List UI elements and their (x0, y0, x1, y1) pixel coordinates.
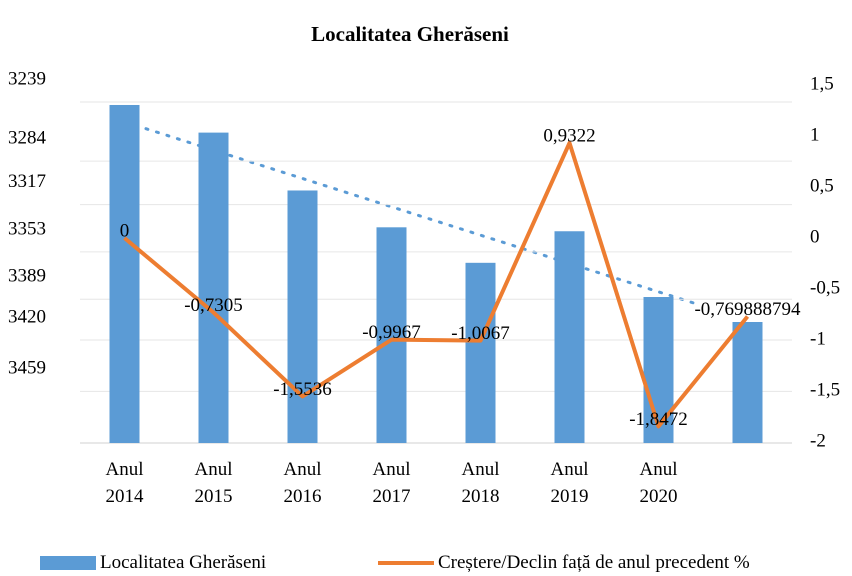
legend-item: Localitatea Gherăseni (40, 552, 266, 574)
data-label: -1,8472 (629, 409, 688, 430)
data-label: -0,7305 (184, 295, 243, 316)
data-label: -1,0067 (451, 323, 510, 344)
y-tick-label: 3389 (8, 266, 46, 287)
y2-tick-label: 1 (810, 124, 820, 145)
legend-item: Creștere/Declin față de anul precedent % (378, 552, 750, 574)
line-series (123, 140, 750, 429)
y-tick-label: 3459 (8, 358, 46, 379)
bar (643, 297, 674, 443)
bar (554, 231, 585, 443)
bar (376, 227, 407, 443)
bar (465, 262, 496, 443)
chart-title: Localitatea Gherăseni (311, 22, 509, 46)
y2-tick-label: -2 (810, 430, 826, 451)
data-label: -0,9967 (362, 322, 421, 343)
y2-tick-label: 0 (810, 226, 820, 247)
legend-label: Creștere/Declin față de anul precedent % (438, 552, 750, 573)
data-label: 0,9322 (543, 125, 595, 146)
legend-label: Localitatea Gherăseni (100, 552, 267, 573)
x-tick-label: Anul 2016 (283, 459, 322, 507)
y-tick-label: 3284 (8, 128, 47, 149)
y2-tick-label: -1,5 (810, 379, 840, 400)
y-tick-label: 3353 (8, 218, 46, 239)
data-label: 0 (120, 220, 130, 241)
y-tick-label: 3317 (8, 171, 46, 192)
y2-tick-label: 0,5 (810, 175, 834, 196)
x-tick-label: Anul 2020 (639, 459, 678, 507)
data-label: -0,769888794 (694, 299, 801, 320)
x-tick-label: Anul 2015 (194, 459, 233, 507)
legend-swatch (40, 556, 96, 570)
data-label: -1,5536 (273, 379, 332, 400)
bar (198, 132, 229, 443)
x-tick-label: Anul 2018 (461, 459, 500, 507)
bar (732, 322, 763, 443)
bar (287, 190, 318, 443)
y2-tick-label: -0,5 (810, 277, 840, 298)
bar (109, 104, 140, 443)
y-tick-label: 3420 (8, 306, 46, 327)
y-tick-label: 3239 (8, 68, 46, 89)
x-tick-label: Anul 2019 (550, 459, 589, 507)
x-tick-label: Anul 2017 (372, 459, 411, 507)
legend-swatch (378, 561, 434, 565)
y2-tick-label: 1,5 (810, 73, 834, 94)
x-tick-label: Anul 2014 (105, 459, 144, 507)
y2-tick-label: -1 (810, 328, 826, 349)
